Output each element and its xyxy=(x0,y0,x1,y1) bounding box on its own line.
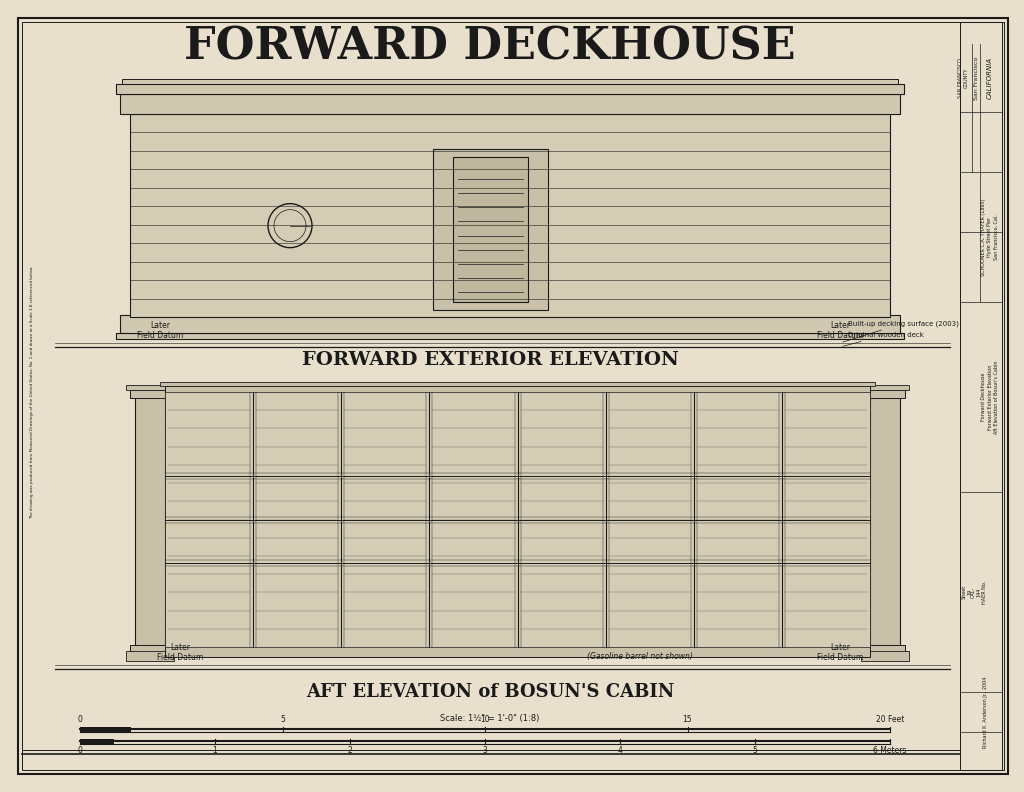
Bar xyxy=(865,390,905,398)
Text: Original wooden deck: Original wooden deck xyxy=(843,332,924,346)
Text: Forward Deckhouse
Forward Exterior Elevation
Aft Elevation of Bosun's Cabin: Forward Deckhouse Forward Exterior Eleva… xyxy=(981,360,999,434)
Bar xyxy=(130,390,170,398)
Bar xyxy=(130,645,170,653)
Text: 1: 1 xyxy=(213,746,217,755)
Bar xyxy=(122,79,898,84)
Text: FORWARD DECKHOUSE: FORWARD DECKHOUSE xyxy=(184,25,796,68)
Text: 5: 5 xyxy=(280,715,285,724)
Bar xyxy=(160,382,874,386)
Text: 10: 10 xyxy=(480,715,489,724)
Text: CALIFORNIA: CALIFORNIA xyxy=(987,57,993,99)
Bar xyxy=(130,114,890,317)
Text: SCHOONER C.A. THAYER (1895)
Hyde Street Pier
San Francisco, Cal.: SCHOONER C.A. THAYER (1895) Hyde Street … xyxy=(981,198,999,276)
Text: 0: 0 xyxy=(78,715,83,724)
Text: Built-up decking surface (2003): Built-up decking surface (2003) xyxy=(843,320,958,342)
Text: AFT ELEVATION of BOSUN'S CABIN: AFT ELEVATION of BOSUN'S CABIN xyxy=(306,683,674,701)
Text: 6 Meters: 6 Meters xyxy=(873,746,906,755)
Text: Later
Field Datum: Later Field Datum xyxy=(157,642,203,662)
Text: Later
Field Datum: Later Field Datum xyxy=(817,642,863,662)
Text: 0: 0 xyxy=(78,746,83,755)
Bar xyxy=(861,651,909,661)
Bar xyxy=(126,651,174,661)
Text: 5: 5 xyxy=(753,746,758,755)
Bar xyxy=(116,84,904,94)
Bar xyxy=(120,315,900,333)
Bar xyxy=(433,149,548,310)
Text: CAL-
144: CAL- 144 xyxy=(971,586,981,597)
Bar xyxy=(961,22,1002,770)
Bar xyxy=(453,157,528,302)
Bar xyxy=(165,645,870,657)
Bar xyxy=(165,386,870,397)
Bar xyxy=(80,739,114,744)
Text: Scale: 1½" = 1'-0" (1:8): Scale: 1½" = 1'-0" (1:8) xyxy=(440,714,540,722)
Bar xyxy=(126,385,174,390)
Text: 4: 4 xyxy=(617,746,623,755)
Bar xyxy=(80,727,131,732)
Text: 15: 15 xyxy=(683,715,692,724)
Text: 2: 2 xyxy=(347,746,352,755)
Bar xyxy=(135,392,165,647)
Text: (Gasoline barrel not shown): (Gasoline barrel not shown) xyxy=(587,652,693,661)
Text: San Francisco: San Francisco xyxy=(974,56,979,100)
Bar xyxy=(870,392,900,647)
Text: The drawing was produced from Measured Drawings of the United States, No. 1 and : The drawing was produced from Measured D… xyxy=(30,265,34,519)
Text: Later
Field Datum: Later Field Datum xyxy=(137,321,183,340)
Bar xyxy=(861,385,909,390)
Text: Richard K. Anderson Jr., 2004: Richard K. Anderson Jr., 2004 xyxy=(982,676,987,748)
Text: Sheet
19: Sheet 19 xyxy=(962,584,973,599)
Bar xyxy=(165,392,870,647)
Text: 20 Feet: 20 Feet xyxy=(876,715,904,724)
Bar xyxy=(120,94,900,114)
Text: HAER No.: HAER No. xyxy=(982,581,987,604)
Text: SAN FRANCISCO
COUNTY: SAN FRANCISCO COUNTY xyxy=(957,58,969,98)
Bar xyxy=(116,333,904,339)
Text: Later
Field Datum: Later Field Datum xyxy=(817,321,863,340)
Bar xyxy=(865,645,905,653)
Text: 3: 3 xyxy=(482,746,487,755)
Text: FORWARD EXTERIOR ELEVATION: FORWARD EXTERIOR ELEVATION xyxy=(301,351,679,369)
